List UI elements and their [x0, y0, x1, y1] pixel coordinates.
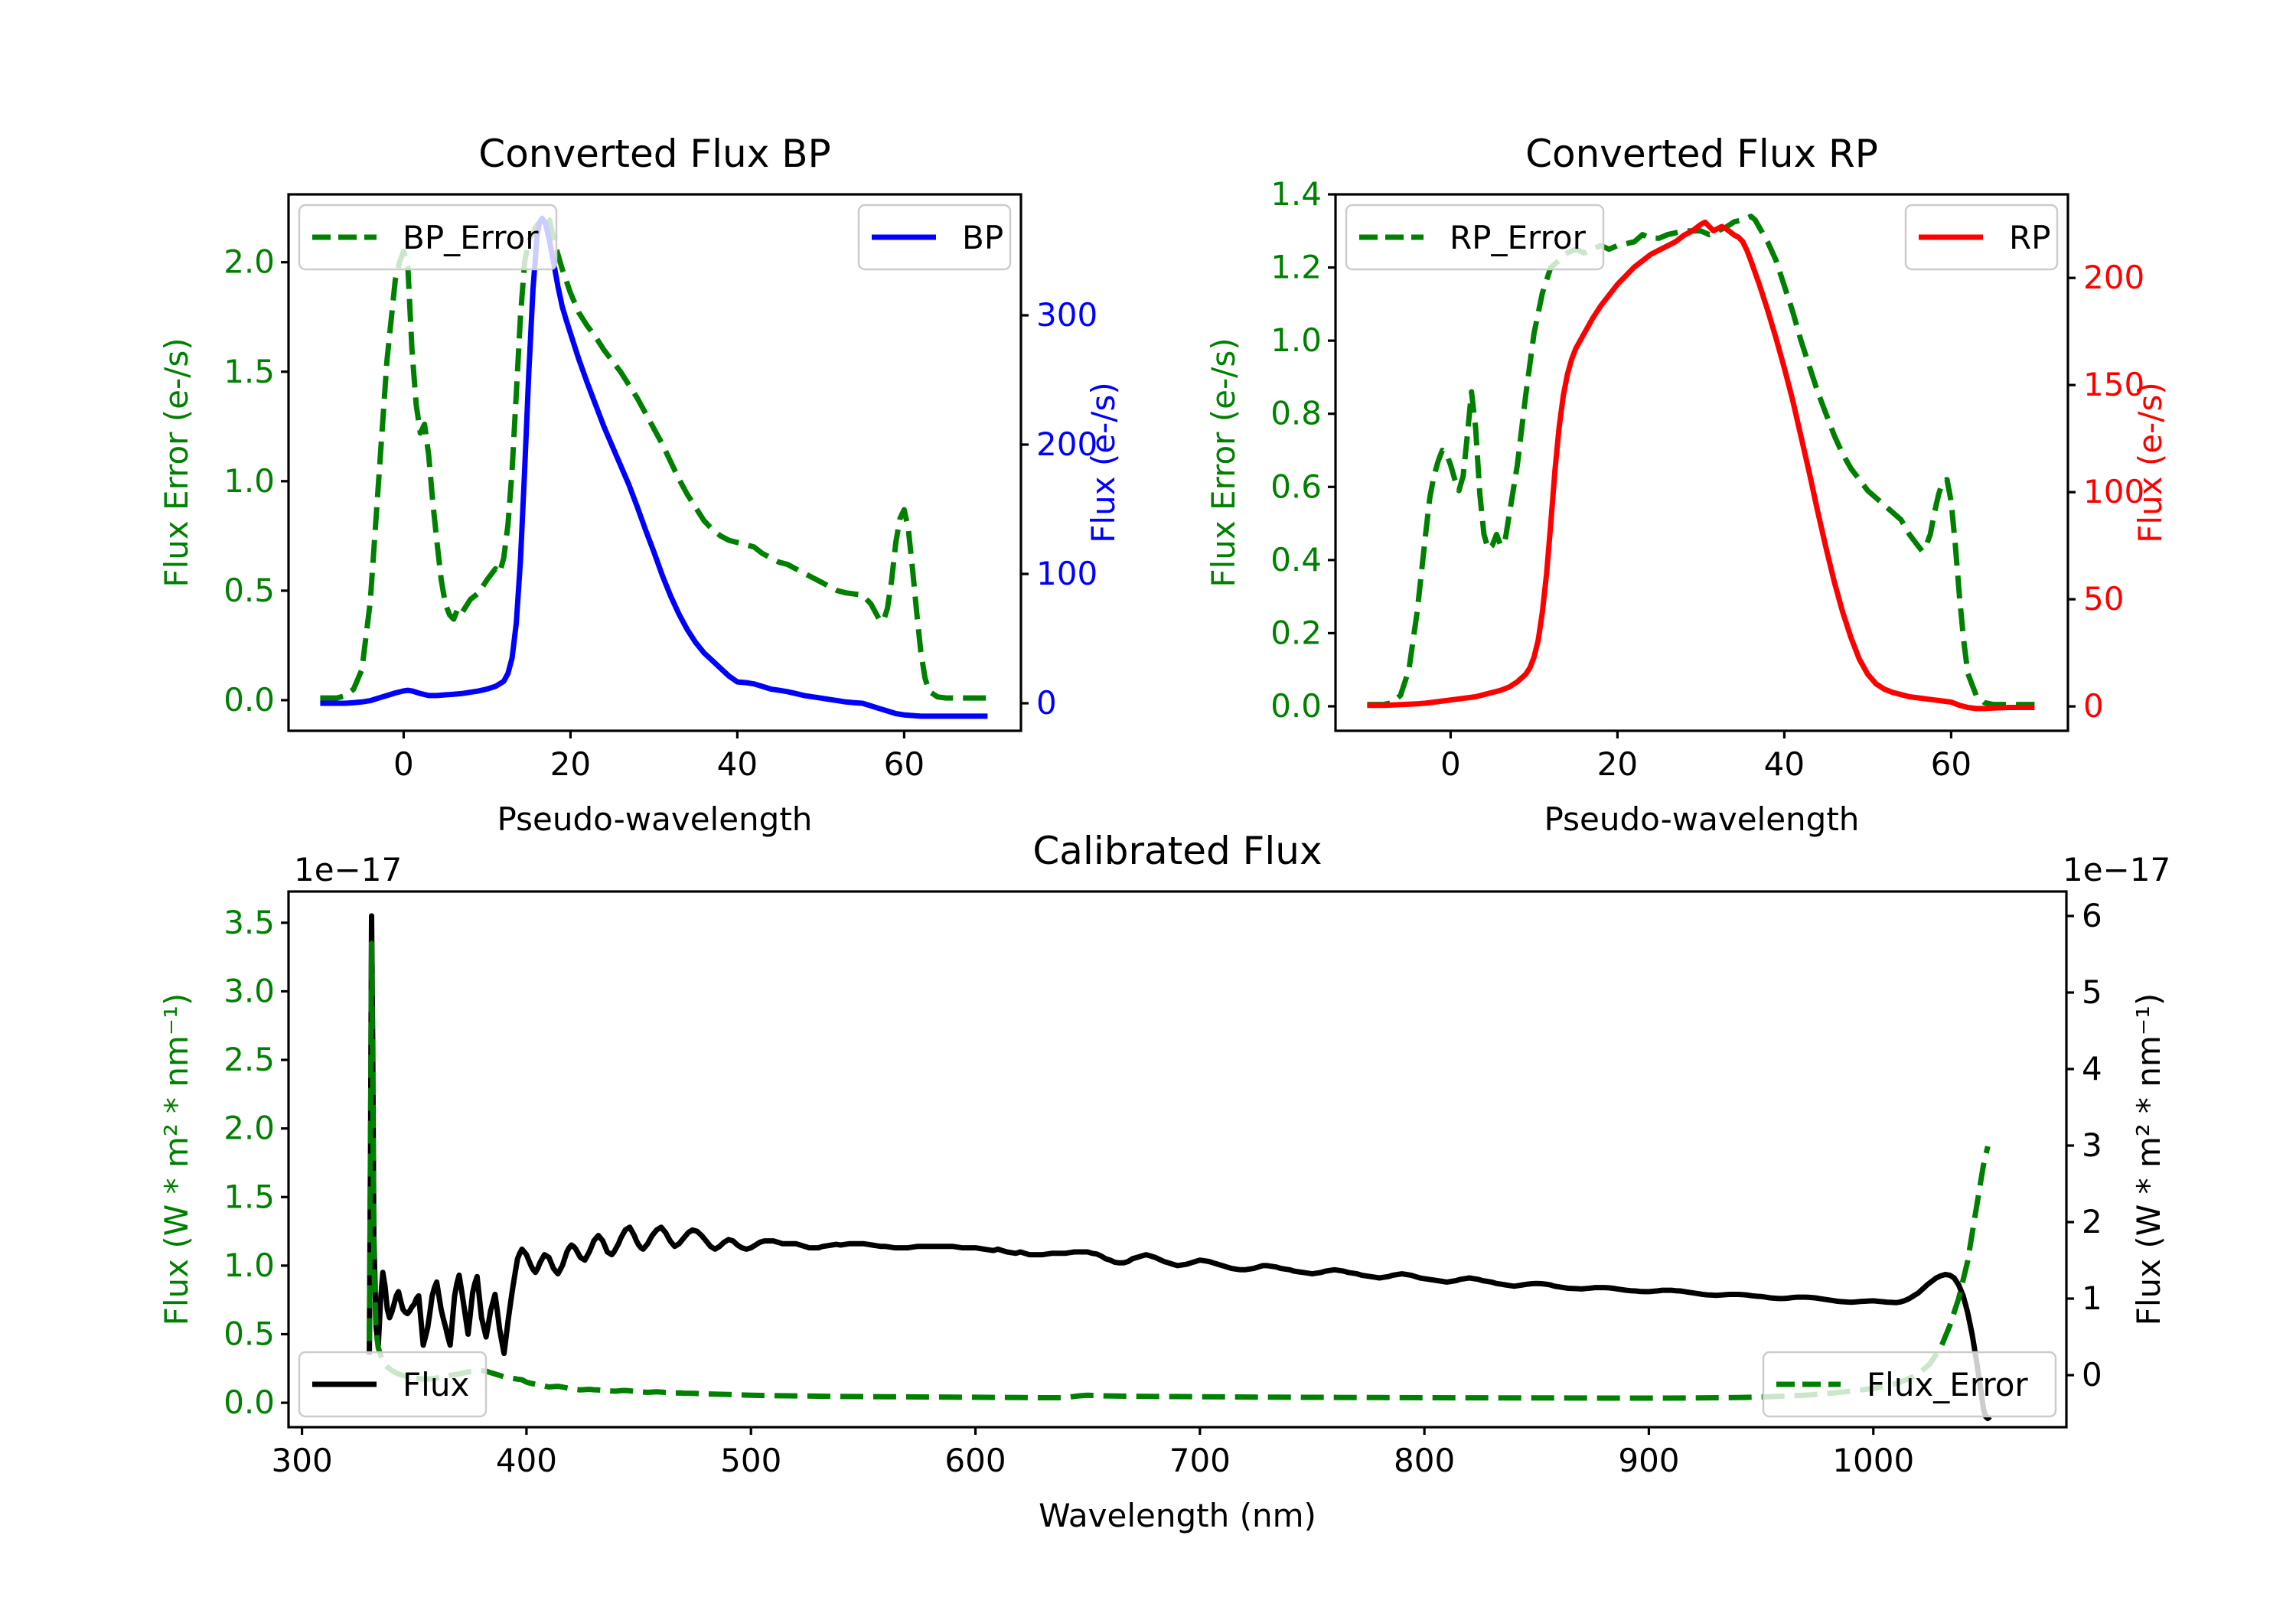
rp-x-tick-label: 40: [1764, 745, 1805, 783]
rp-left-tick-label: 1.0: [1270, 321, 1322, 359]
legend-box: [298, 204, 558, 271]
bp-x-axis-label: Pseudo-wavelength: [497, 800, 813, 838]
cal-left-tick-label: 2.5: [223, 1041, 275, 1078]
cal-x-tick-label: 700: [1169, 1442, 1231, 1479]
cal-axes-spines: [287, 890, 2068, 1429]
cal-left-tick-label: 1.5: [223, 1178, 275, 1215]
legend-label: Flux_Error: [1867, 1366, 2028, 1403]
rp-left-axis-label: Flux Error (e-/s): [1205, 337, 1242, 587]
rp-right-tick-label: 0: [2083, 687, 2104, 725]
rp-subplot: Converted Flux RP 0 20 40 60 Pseudo-wavelengt…: [1205, 132, 2169, 838]
bp-error-legend: BP_Error: [298, 204, 558, 271]
rp-left-tick-label: 0.8: [1270, 395, 1322, 432]
bp-x-tick-label: 0: [393, 745, 414, 783]
cal-x-tick-label: 600: [944, 1442, 1006, 1479]
rp-curve: [1367, 219, 2035, 712]
rp-left-tick-label: 0.2: [1270, 614, 1322, 651]
rp-title: Converted Flux RP: [1525, 132, 1878, 176]
bp-left-tick-label: 1.5: [223, 353, 275, 390]
cal-right-tick-label: 2: [2082, 1203, 2102, 1240]
rp-legend: RP: [1904, 204, 2059, 271]
bp-x-tick-label: 60: [884, 745, 925, 783]
legend-label: Flux: [403, 1366, 469, 1403]
flux-legend: Flux: [298, 1351, 488, 1418]
cal-right-axis-label: Flux (W * m² * nm⁻¹): [2130, 993, 2167, 1326]
bp-legend: BP: [857, 204, 1012, 271]
cal-right-offset-text: 1e−17: [2063, 851, 2170, 888]
bp-left-tick-label: 0.0: [223, 681, 275, 719]
bp-right-tick-label: 200: [1036, 425, 1097, 463]
cal-left-offset-text: 1e−17: [294, 851, 402, 888]
legend-box: [298, 1351, 488, 1418]
cal-right-tick-label: 1: [2082, 1279, 2102, 1317]
bp-right-tick-label: 300: [1036, 296, 1097, 334]
legend-label: BP_Error: [403, 219, 539, 256]
cal-subplot: Calibrated Flux 300 400 500 600 700 800 900 1000…: [158, 829, 2170, 1534]
legend-box: [1345, 204, 1605, 271]
cal-right-tick-label: 3: [2082, 1126, 2102, 1164]
bp-title: Converted Flux BP: [478, 132, 830, 176]
rp-x-axis-label: Pseudo-wavelength: [1544, 800, 1860, 838]
cal-left-tick-label: 3.0: [223, 972, 275, 1009]
flux-error-legend: Flux_Error: [1762, 1351, 2057, 1418]
rp-right-axis-label: Flux (e-/s): [2131, 382, 2169, 543]
cal-x-axis-label: Wavelength (nm): [1039, 1497, 1316, 1534]
cal-right-tick-label: 0: [2082, 1356, 2102, 1393]
legend-box: [1762, 1351, 2057, 1418]
bp-x-tick-label: 20: [550, 745, 591, 783]
flux-curve: [367, 913, 1992, 1422]
bp-left-tick-label: 2.0: [223, 243, 275, 281]
rp-left-tick-label: 1.4: [1270, 175, 1322, 213]
cal-x-tick-label: 1000: [1832, 1442, 1914, 1479]
bp-error-curve: [320, 214, 988, 701]
legend-label: RP: [2009, 219, 2051, 256]
rp-left-tick-label: 0.4: [1270, 541, 1322, 579]
rp-error-curve: [1367, 214, 2035, 708]
cal-right-tick-label: 6: [2082, 897, 2102, 934]
rp-left-tick-label: 1.2: [1270, 249, 1322, 286]
rp-axes-spines: [1334, 193, 2069, 732]
rp-x-tick-label: 20: [1597, 745, 1638, 783]
cal-right-tick-label: 4: [2082, 1050, 2102, 1087]
cal-left-tick-label: 1.0: [223, 1247, 275, 1284]
cal-x-tick-label: 300: [272, 1442, 333, 1479]
bp-left-tick-label: 1.0: [223, 462, 275, 500]
bp-x-tick-label: 40: [717, 745, 758, 783]
rp-right-tick-label: 200: [2083, 259, 2144, 296]
cal-left-tick-label: 0.5: [223, 1315, 275, 1352]
cal-left-tick-label: 3.5: [223, 904, 275, 941]
bp-curve: [320, 215, 988, 719]
flux-error-curve: [367, 940, 1991, 1401]
bp-subplot: Converted Flux BP 0 20 40 60 Pseudo-wavelengt…: [158, 132, 1122, 838]
cal-left-axis-label: Flux (W * m² * nm⁻¹): [158, 993, 195, 1326]
rp-x-tick-label: 60: [1931, 745, 1971, 783]
rp-right-tick-label: 50: [2083, 580, 2124, 618]
cal-left-tick-label: 0.0: [223, 1384, 275, 1421]
rp-left-tick-label: 0.6: [1270, 468, 1322, 505]
bp-left-axis-label: Flux Error (e-/s): [158, 337, 195, 587]
rp-right-tick-label: 100: [2083, 473, 2144, 510]
rp-error-legend: RP_Error: [1345, 204, 1605, 271]
bp-right-tick-label: 0: [1036, 684, 1057, 722]
legend-label: BP: [962, 219, 1003, 256]
bp-left-tick-label: 0.5: [223, 572, 275, 609]
cal-x-tick-label: 900: [1618, 1442, 1679, 1479]
bp-right-axis-label: Flux (e-/s): [1084, 382, 1122, 543]
bp-axes-spines: [287, 193, 1022, 732]
cal-left-tick-label: 2.0: [223, 1110, 275, 1147]
rp-x-tick-label: 0: [1440, 745, 1461, 783]
cal-right-tick-label: 5: [2082, 973, 2102, 1011]
cal-x-tick-label: 400: [496, 1442, 557, 1479]
cal-x-tick-label: 800: [1394, 1442, 1455, 1479]
cal-title: Calibrated Flux: [1032, 829, 1322, 873]
cal-x-tick-label: 500: [720, 1442, 781, 1479]
rp-right-tick-label: 150: [2083, 366, 2144, 403]
bp-right-tick-label: 100: [1036, 555, 1097, 592]
rp-left-tick-label: 0.0: [1270, 687, 1322, 725]
legend-label: RP_Error: [1450, 219, 1587, 256]
